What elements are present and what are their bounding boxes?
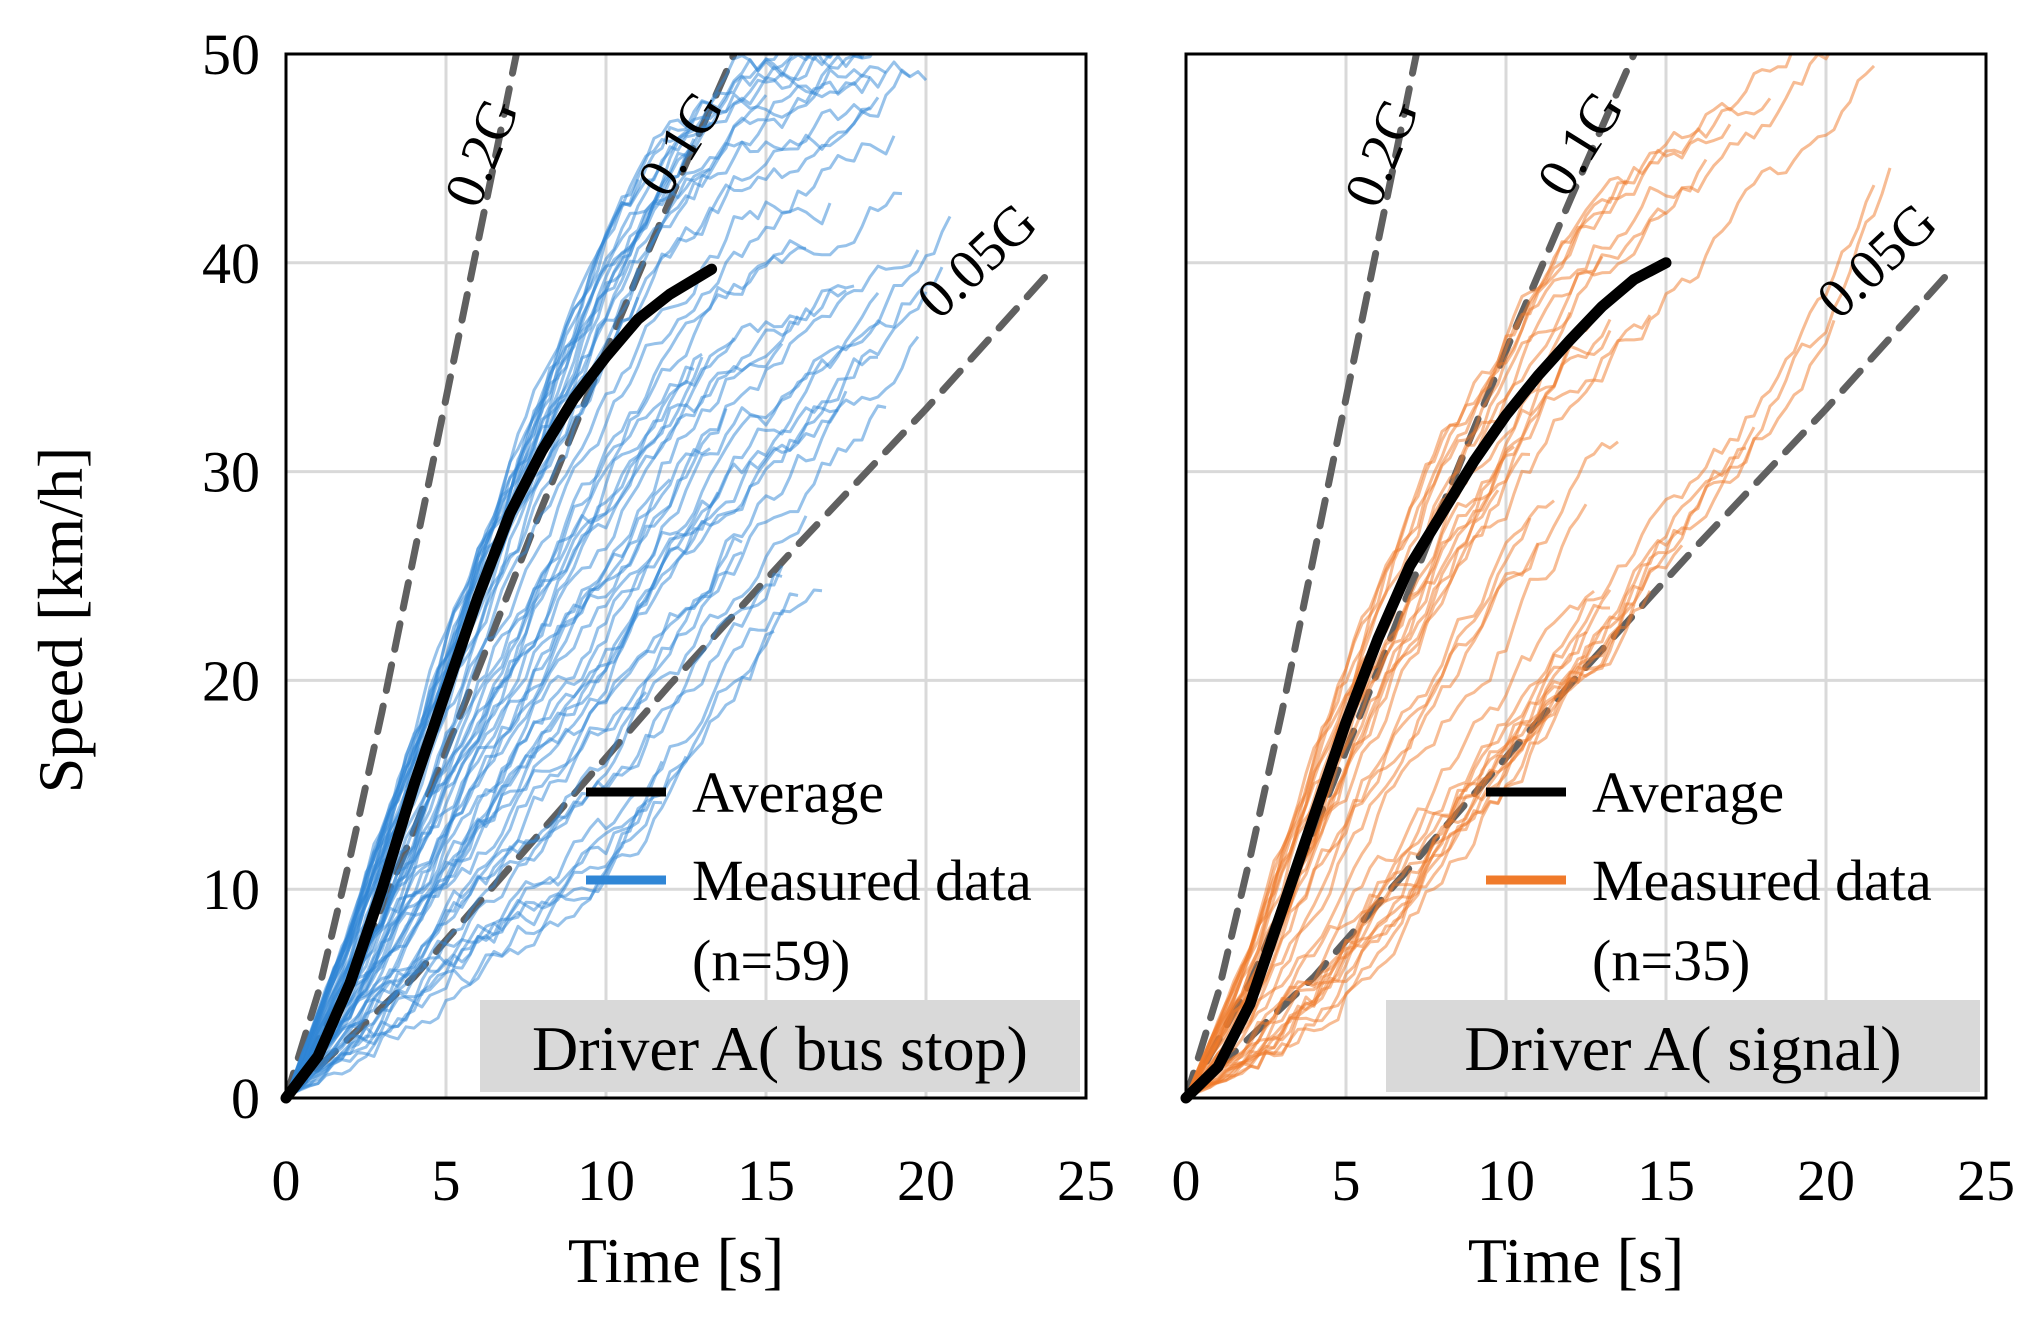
y-tick-label: 40 [202, 231, 260, 296]
legend: Average Measured data (n=59) [586, 760, 1032, 993]
x-ticks: 0 5 10 15 20 25 [1172, 1148, 2016, 1213]
x-tick-label: 0 [272, 1148, 301, 1213]
measured-data-line [286, 755, 688, 1098]
measured-data-line [1186, 489, 1500, 1098]
measured-data-line [286, 153, 688, 1098]
measured-data-line [286, 355, 879, 1098]
driver-label: Driver A( signal) [1464, 1013, 1901, 1084]
legend-average-label: Average [692, 760, 884, 825]
measured-data-line [286, 800, 663, 1098]
x-axis-title: Time [s] [1468, 1225, 1684, 1296]
legend-average-label: Average [1592, 760, 1784, 825]
x-tick-label: 5 [1332, 1148, 1361, 1213]
driver-label: Driver A( bus stop) [532, 1013, 1028, 1084]
measured-data-line [286, 572, 783, 1098]
legend-measured-label: Measured data [1592, 848, 1932, 913]
measured-data-line [286, 54, 834, 1098]
x-tick-label: 10 [1477, 1148, 1535, 1213]
plot-frame [1184, 52, 1988, 1100]
measured-data-line [286, 390, 848, 1098]
x-axis-title: Time [s] [568, 1225, 784, 1296]
average-line [280, 263, 718, 1104]
g-guide-line-0.1G [1186, 54, 1638, 1098]
g-label-0.1: 0.1G [1525, 81, 1636, 208]
measured-data-line [1186, 54, 1793, 1098]
panel-bus-stop: 0.2G 0.1G 0.05G Average Measured data (n… [202, 22, 1116, 1296]
average-series [1180, 257, 1672, 1104]
legend-count-label: (n=35) [1592, 928, 1750, 993]
g-guide-line-0.2G [1186, 54, 1420, 1098]
measured-data-line [286, 515, 808, 1098]
x-ticks: 0 5 10 15 20 25 [272, 1148, 1116, 1213]
x-tick-label: 0 [1172, 1148, 1201, 1213]
panel-signal: 0.2G 0.1G 0.05G Average Measured data (n… [1172, 52, 2016, 1296]
x-tick-label: 10 [577, 1148, 635, 1213]
legend: Average Measured data (n=35) [1486, 760, 1932, 993]
measured-data-line [1186, 631, 1588, 1098]
x-tick-label: 15 [737, 1148, 795, 1213]
legend-count-label: (n=59) [692, 928, 850, 993]
y-axis-title: Speed [km/h] [25, 447, 96, 794]
measured-data-line [1186, 627, 1620, 1098]
measured-series [286, 54, 952, 1098]
x-tick-label: 5 [432, 1148, 461, 1213]
x-tick-label: 20 [897, 1148, 955, 1213]
average-line [1180, 257, 1672, 1104]
y-tick-label: 0 [231, 1066, 260, 1131]
measured-data-line [286, 405, 839, 1098]
measured-data-line [286, 691, 648, 1098]
measured-data-line [1186, 184, 1876, 1098]
average-series [280, 263, 718, 1104]
g-guide-lines [1186, 54, 1958, 1098]
x-tick-label: 15 [1637, 1148, 1695, 1213]
measured-data-line [1186, 440, 1619, 1098]
y-tick-label: 20 [202, 648, 260, 713]
y-tick-label: 10 [202, 857, 260, 922]
driver-label-box [480, 1000, 1080, 1092]
measured-data-line [286, 191, 903, 1098]
measured-data-line [286, 54, 780, 1098]
measured-data-line [286, 404, 887, 1098]
x-tick-label: 25 [1057, 1148, 1115, 1213]
y-tick-label: 30 [202, 440, 260, 505]
measured-data-line [286, 408, 728, 1098]
y-ticks: 0 10 20 30 40 50 [202, 22, 260, 1131]
measured-series [1186, 54, 1892, 1098]
measured-data-line [286, 315, 800, 1098]
measured-data-line [286, 284, 855, 1098]
g-guide-line-0.2G [286, 54, 520, 1098]
x-tick-label: 20 [1797, 1148, 1855, 1213]
measured-data-line [1186, 179, 1628, 1098]
measured-data-line [1186, 167, 1892, 1098]
measured-data-line [1186, 54, 1831, 1098]
measured-data-line [286, 447, 711, 1098]
y-tick-label: 50 [202, 22, 260, 87]
measured-data-line [286, 536, 743, 1098]
plot-frame [284, 52, 1088, 1100]
measured-data-line [286, 337, 736, 1098]
measured-data-line [1186, 544, 1684, 1098]
measured-data-line [1186, 590, 1595, 1098]
measured-data-line [1186, 311, 1572, 1098]
measured-data-line [286, 73, 871, 1098]
measured-data-line [286, 630, 775, 1098]
legend-measured-label: Measured data [692, 848, 1032, 913]
x-tick-label: 25 [1957, 1148, 2015, 1213]
measured-data-line [1186, 319, 1836, 1098]
driver-label-box [1386, 1000, 1980, 1092]
